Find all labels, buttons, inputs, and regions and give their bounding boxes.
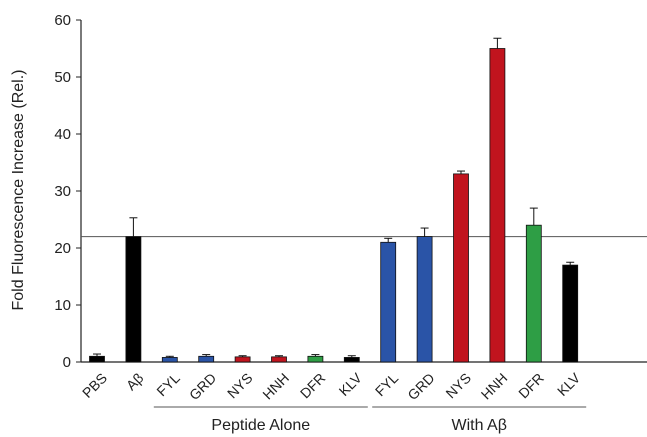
bar [161,357,178,363]
y-tick-label: 40 [54,126,71,143]
x-tick-label: FYL [372,370,402,400]
y-tick-label: 0 [63,354,71,371]
x-tick-label: DFR [515,370,547,402]
x-tick-label: HNH [259,370,292,403]
bar [125,236,142,363]
group-label: With Aβ [451,417,506,434]
bar [234,356,251,363]
x-tick-label: FYL [153,370,183,400]
bar [562,264,579,363]
y-tick-label: 30 [54,183,71,200]
bar [343,357,360,363]
bar [89,355,105,363]
x-tick-label: KLV [336,369,366,399]
x-tick-label: NYS [224,370,256,402]
x-tick-label: Aβ [123,370,147,394]
bar [525,224,542,363]
x-tick-label: GRD [186,370,219,403]
group-label: Peptide Alone [211,417,310,434]
x-tick-label: DFR [297,370,329,402]
bar [453,173,469,363]
x-tick-label: NYS [442,370,474,402]
bar [489,48,506,363]
y-tick-label: 20 [54,240,71,257]
x-tick-label: KLV [554,369,584,399]
bar [271,356,287,363]
x-tick-label: GRD [404,370,437,403]
y-tick-label: 60 [54,12,71,29]
bar [198,355,215,363]
bar [307,355,324,363]
x-tick-label: PBS [79,370,110,401]
bar [380,241,397,363]
y-tick-label: 10 [54,297,71,314]
y-axis-title: Fold Fluorescence Increase (Rel.) [10,70,27,311]
x-tick-label: HNH [478,370,511,403]
y-tick-label: 50 [54,69,71,86]
bar [416,236,433,363]
